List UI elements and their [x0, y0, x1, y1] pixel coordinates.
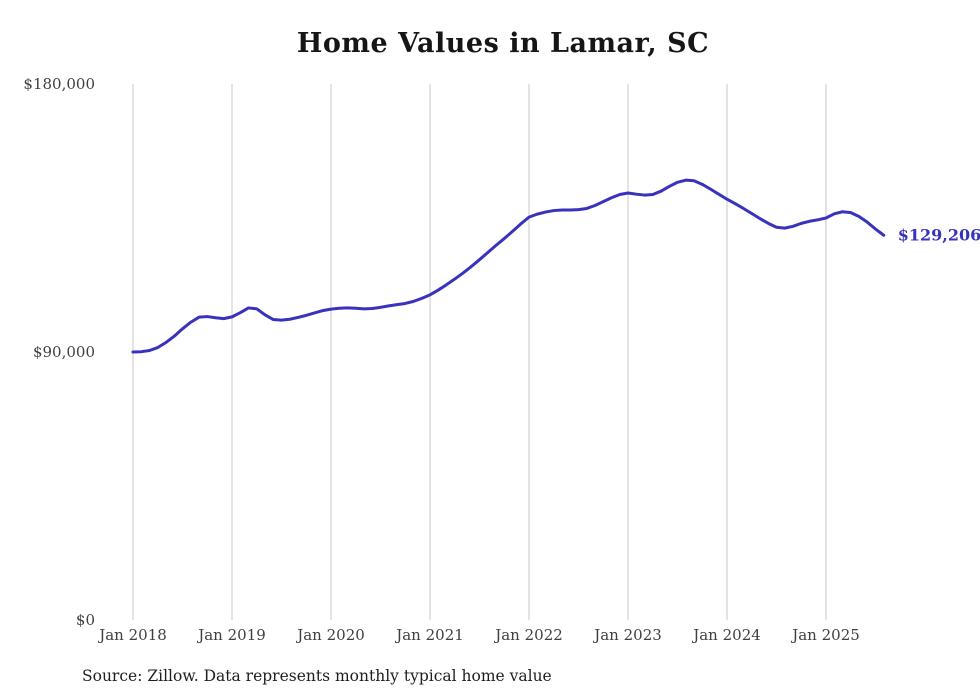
x-axis-tick-label: Jan 2018 — [99, 626, 167, 644]
source-note: Source: Zillow. Data represents monthly … — [82, 667, 552, 685]
x-axis-tick-label: Jan 2021 — [396, 626, 464, 644]
gridlines — [132, 84, 827, 620]
y-axis-tick-label: $180,000 — [23, 75, 95, 93]
y-axis-tick-label: $0 — [75, 611, 95, 629]
x-axis-tick-label: Jan 2020 — [297, 626, 365, 644]
x-axis-tick-label: Jan 2022 — [495, 626, 563, 644]
value-line — [131, 178, 886, 354]
x-axis-tick-label: Jan 2019 — [198, 626, 266, 644]
y-axis-tick-label: $90,000 — [32, 343, 95, 361]
x-axis-tick-label: Jan 2024 — [693, 626, 761, 644]
chart-title: Home Values in Lamar, SC — [296, 28, 710, 59]
x-axis-tick-label: Jan 2023 — [594, 626, 662, 644]
x-axis-tick-label: Jan 2025 — [792, 626, 860, 644]
last-value-label: $129,206 — [897, 225, 980, 245]
